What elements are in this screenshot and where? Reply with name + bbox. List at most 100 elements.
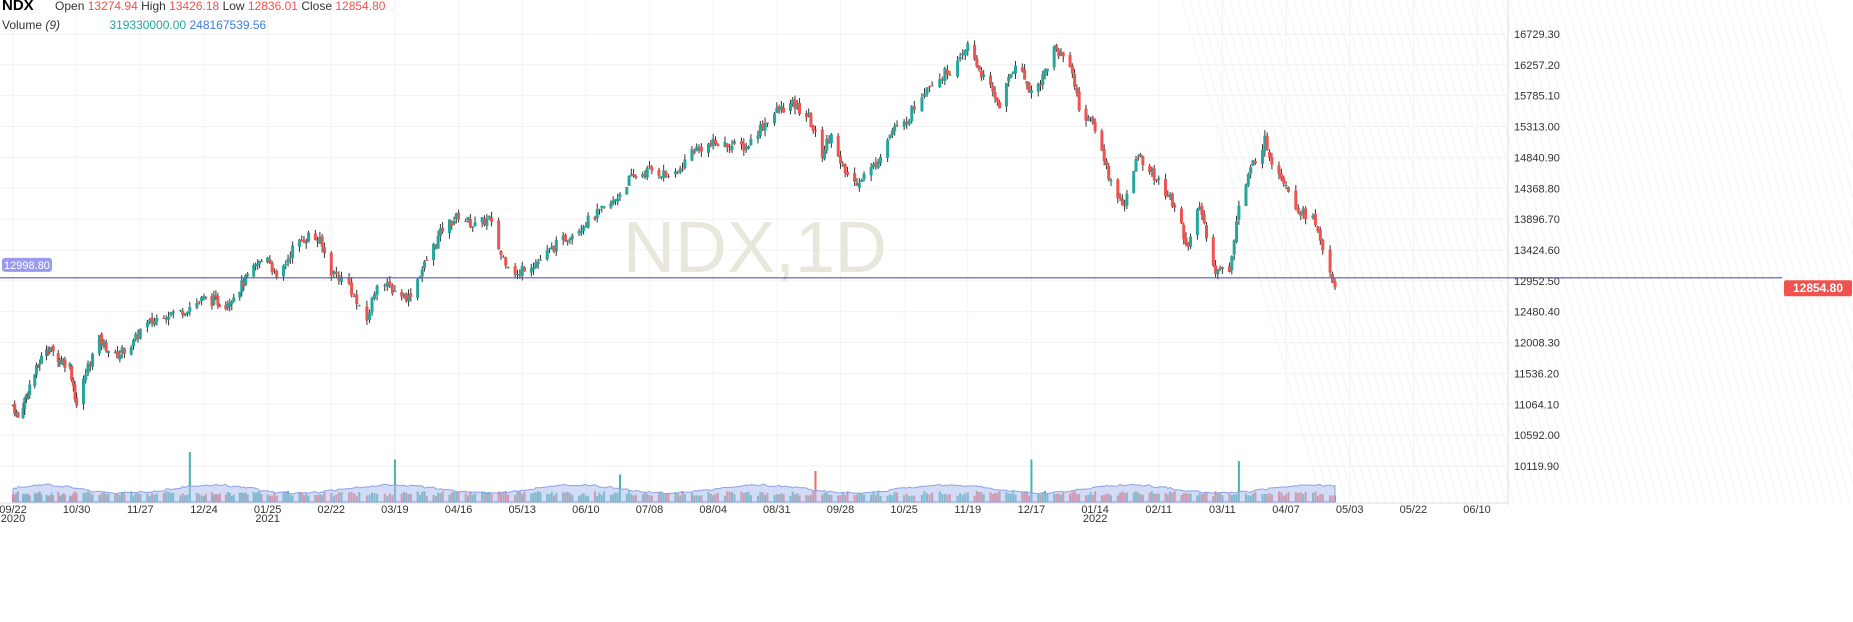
candle[interactable] xyxy=(874,157,878,170)
candle[interactable] xyxy=(422,260,426,272)
candle[interactable] xyxy=(1168,192,1172,201)
candle[interactable] xyxy=(482,215,486,227)
candle[interactable] xyxy=(134,331,138,342)
candle[interactable] xyxy=(825,134,829,154)
candle[interactable] xyxy=(432,242,436,266)
candle[interactable] xyxy=(60,355,64,365)
candle[interactable] xyxy=(795,100,799,110)
candle[interactable] xyxy=(210,293,214,310)
candle[interactable] xyxy=(1186,241,1190,251)
candle[interactable] xyxy=(1316,225,1320,234)
candle[interactable] xyxy=(75,392,79,409)
candle[interactable] xyxy=(1041,70,1045,90)
candle[interactable] xyxy=(763,117,767,137)
candle[interactable] xyxy=(1214,260,1218,278)
candle[interactable] xyxy=(471,226,475,232)
candle[interactable] xyxy=(1189,233,1193,250)
candle[interactable] xyxy=(744,142,748,153)
candle[interactable] xyxy=(756,130,760,144)
candle[interactable] xyxy=(375,284,379,301)
candle[interactable] xyxy=(370,296,374,316)
candle[interactable] xyxy=(1116,178,1120,204)
candle[interactable] xyxy=(1139,152,1143,158)
candle[interactable] xyxy=(1109,178,1113,187)
candle[interactable] xyxy=(1166,190,1170,198)
candle[interactable] xyxy=(820,126,824,162)
candle[interactable] xyxy=(998,100,1002,109)
candle[interactable] xyxy=(570,233,574,245)
candle[interactable] xyxy=(270,260,274,276)
candle[interactable] xyxy=(582,224,586,235)
candle[interactable] xyxy=(681,162,685,172)
candle[interactable] xyxy=(1179,206,1183,225)
candle[interactable] xyxy=(1134,155,1138,172)
candle[interactable] xyxy=(598,208,602,215)
candle[interactable] xyxy=(1251,159,1255,166)
candle[interactable] xyxy=(81,375,85,410)
candle[interactable] xyxy=(657,167,661,179)
candle[interactable] xyxy=(1157,175,1161,185)
candle[interactable] xyxy=(501,255,505,258)
candle[interactable] xyxy=(550,242,554,250)
candle[interactable] xyxy=(529,263,533,277)
candle[interactable] xyxy=(1270,153,1274,170)
candle[interactable] xyxy=(552,245,556,254)
candle[interactable] xyxy=(1220,266,1224,274)
candle[interactable] xyxy=(63,356,67,373)
candle[interactable] xyxy=(1150,166,1154,177)
candle[interactable] xyxy=(1025,80,1029,90)
candle[interactable] xyxy=(58,357,62,367)
candle[interactable] xyxy=(1104,158,1108,170)
candle[interactable] xyxy=(466,216,470,223)
candle[interactable] xyxy=(747,145,751,150)
candle[interactable] xyxy=(304,238,308,249)
candle[interactable] xyxy=(91,352,95,370)
candle[interactable] xyxy=(534,259,538,269)
candle[interactable] xyxy=(70,364,74,382)
candle[interactable] xyxy=(300,235,304,242)
candle[interactable] xyxy=(1029,85,1033,99)
candles[interactable] xyxy=(11,40,1337,419)
candle[interactable] xyxy=(291,241,295,264)
candle[interactable] xyxy=(690,146,694,162)
candle[interactable] xyxy=(26,391,30,400)
candle[interactable] xyxy=(68,362,72,370)
candle[interactable] xyxy=(1184,232,1188,247)
candle[interactable] xyxy=(536,258,540,269)
candle[interactable] xyxy=(1279,168,1283,182)
candle[interactable] xyxy=(662,164,666,182)
candle[interactable] xyxy=(409,288,413,302)
candle[interactable] xyxy=(876,158,880,170)
candle[interactable] xyxy=(178,309,182,312)
candle[interactable] xyxy=(711,133,715,150)
candle[interactable] xyxy=(804,110,808,122)
candle[interactable] xyxy=(480,217,484,228)
candle[interactable] xyxy=(1054,43,1058,52)
candle[interactable] xyxy=(1284,181,1288,190)
candle[interactable] xyxy=(258,260,262,269)
candle[interactable] xyxy=(246,271,250,278)
candle[interactable] xyxy=(893,122,897,136)
candle[interactable] xyxy=(320,233,324,253)
candle[interactable] xyxy=(645,165,649,181)
candle[interactable] xyxy=(595,203,599,223)
candle[interactable] xyxy=(1227,262,1231,273)
candle[interactable] xyxy=(122,347,126,359)
candle[interactable] xyxy=(568,237,572,245)
candle[interactable] xyxy=(1313,209,1317,227)
candle[interactable] xyxy=(922,88,926,99)
candle[interactable] xyxy=(1007,73,1011,87)
candle[interactable] xyxy=(307,230,311,243)
candle[interactable] xyxy=(473,216,477,227)
candle[interactable] xyxy=(586,212,590,229)
candle[interactable] xyxy=(1286,186,1290,193)
candle[interactable] xyxy=(420,266,424,283)
candle[interactable] xyxy=(807,108,811,118)
candle[interactable] xyxy=(730,140,734,153)
candle[interactable] xyxy=(973,40,977,61)
candle[interactable] xyxy=(584,222,588,228)
candle[interactable] xyxy=(365,300,369,325)
candle[interactable] xyxy=(577,228,581,237)
candle[interactable] xyxy=(1052,45,1056,71)
candle[interactable] xyxy=(566,239,570,246)
